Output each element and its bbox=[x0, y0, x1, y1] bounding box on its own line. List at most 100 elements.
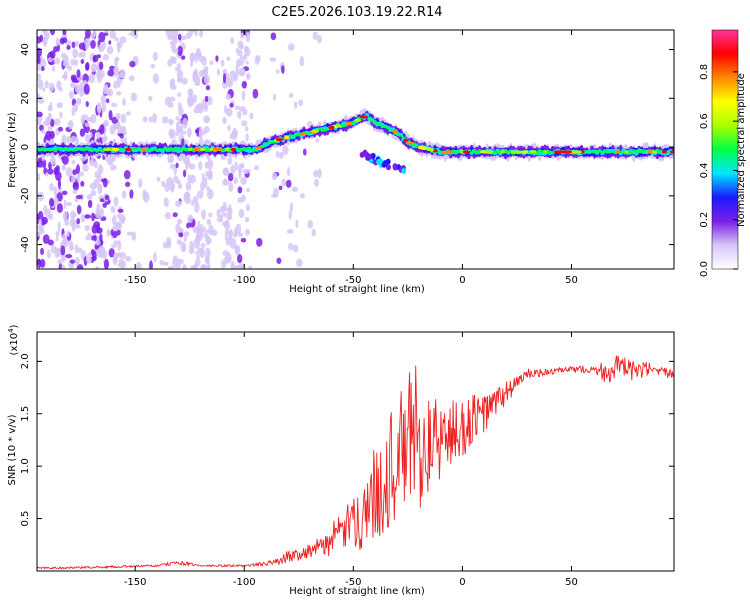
spectrogram-panel: -150 -100 -50 0 50 -40 -20 0 20 40 Height of str… bbox=[7, 29, 675, 295]
spectrogram-noise-blob bbox=[70, 82, 76, 88]
spectrogram-noise-blob bbox=[242, 108, 248, 116]
spectrogram-noise-blob bbox=[295, 219, 299, 228]
spectrogram-noise-blob bbox=[62, 210, 68, 222]
spectrogram-noise-blob bbox=[74, 197, 79, 203]
spectrogram-noise-blob bbox=[206, 218, 212, 226]
spectrogram-noise-blob bbox=[303, 148, 307, 156]
spectrogram-noise-blob bbox=[63, 237, 68, 248]
spectrogram-noise-blob bbox=[167, 101, 174, 108]
spectrogram-noise-blob bbox=[162, 241, 168, 249]
spectrogram-noise-blob bbox=[256, 237, 263, 247]
spectrogram-noise-blob bbox=[89, 131, 93, 139]
spectrogram-noise-blob bbox=[115, 221, 123, 231]
spectrogram-noise-blob bbox=[275, 150, 280, 158]
spectrogram-noise-blob bbox=[200, 243, 206, 248]
spectrogram-branch-cell bbox=[385, 164, 391, 171]
spectrogram-noise-blob bbox=[176, 218, 183, 225]
spectrogram-noise-blob bbox=[71, 107, 76, 116]
spectrogram-branch-cell bbox=[385, 158, 391, 165]
spectrogram-noise-blob bbox=[69, 259, 76, 264]
spectrogram-noise-blob bbox=[227, 209, 231, 220]
spectrogram-noise-blob bbox=[175, 162, 179, 169]
spectrogram-noise-blob bbox=[240, 237, 247, 243]
spectrogram-noise-blob bbox=[182, 117, 188, 129]
spectrogram-ridge-cell bbox=[385, 126, 390, 129]
spectrogram-noise-blob bbox=[37, 161, 40, 168]
spectrogram-ridge-cell bbox=[372, 120, 377, 123]
spectrogram-noise-blob bbox=[48, 197, 55, 207]
spectrogram-noise-blob bbox=[296, 258, 303, 268]
spectrogram-noise-blob bbox=[282, 145, 289, 156]
spectrogram-frame bbox=[36, 29, 675, 270]
spectrogram-ridge-cell bbox=[87, 147, 92, 149]
spectrogram-noise-blob bbox=[90, 63, 97, 73]
spectrogram-ridge-cell bbox=[597, 149, 603, 153]
spectrogram-noise-blob bbox=[245, 126, 249, 132]
spectrogram-noise-blob bbox=[37, 232, 41, 237]
spectrogram-noise-blob bbox=[76, 164, 81, 175]
spectrogram-noise-blob bbox=[190, 52, 195, 59]
spectrogram-noise-blob bbox=[126, 231, 134, 236]
spectrogram-noise-blob bbox=[182, 169, 187, 178]
spectrogram-peak bbox=[193, 147, 202, 152]
colorbar-label: Normalized spectral amplitude bbox=[736, 73, 747, 227]
spectrogram-peak bbox=[417, 146, 426, 150]
spectrogram-noise-blob bbox=[96, 103, 102, 114]
spectrogram-noise-blob bbox=[40, 247, 44, 256]
spectrogram-peak bbox=[553, 150, 563, 154]
spectrogram-noise-blob bbox=[64, 218, 69, 227]
spectrogram-noise-blob bbox=[57, 221, 61, 233]
spectrogram-noise-blob bbox=[76, 69, 81, 78]
spectrogram-noise-blob bbox=[79, 156, 87, 162]
spectrogram-noise-blob bbox=[161, 180, 166, 188]
spectrogram-peak bbox=[462, 150, 471, 154]
spectrogram-noise-blob bbox=[240, 177, 247, 185]
spectrogram-noise-blob bbox=[51, 65, 56, 72]
spectrogram-noise-blob bbox=[177, 101, 182, 111]
spectrogram-noise-blob bbox=[203, 102, 209, 112]
spectrogram-ridge-cell bbox=[639, 151, 644, 154]
spectrogram-noise-blob bbox=[180, 35, 187, 41]
spectrogram-noise-blob bbox=[77, 247, 83, 254]
spectrogram-noise-blob bbox=[164, 182, 171, 192]
spectrogram-noise-blob bbox=[170, 84, 177, 91]
spectrogram-noise-blob bbox=[108, 248, 115, 258]
spectrogram-noise-blob bbox=[299, 193, 305, 199]
spectrogram-noise-blob bbox=[197, 220, 201, 232]
spectrogram-noise-blob bbox=[175, 131, 180, 137]
spectrogram-noise-blob bbox=[70, 58, 76, 66]
spectrogram-noise-blob bbox=[99, 233, 103, 243]
spectrogram-noise-blob bbox=[45, 130, 52, 141]
spectrogram-noise-blob bbox=[117, 240, 122, 251]
spectrogram-noise-blob bbox=[42, 234, 50, 245]
spectrogram-noise-blob bbox=[102, 134, 108, 142]
spectrogram-peak bbox=[542, 150, 548, 154]
spectrogram-noise-blob bbox=[165, 30, 172, 37]
spectrogram-noise-blob bbox=[102, 177, 108, 188]
spectrogram-noise-blob bbox=[177, 45, 183, 57]
spectrogram-noise-blob bbox=[204, 176, 208, 188]
spectrogram-noise-blob bbox=[80, 58, 85, 65]
spectrogram-noise-blob bbox=[85, 252, 93, 264]
spectrogram-ridge-cell bbox=[131, 147, 137, 150]
spectrogram-ridge-cell bbox=[657, 149, 663, 152]
spectrogram-noise-blob bbox=[60, 52, 67, 59]
spectrogram-noise-blob bbox=[84, 122, 90, 128]
spectrogram-noise-blob bbox=[221, 212, 228, 218]
spectrogram-noise-blob bbox=[110, 243, 117, 249]
snr-panel: -150 -100 -50 0 50 0.5 1.0 1.5 2.0 Height of st… bbox=[7, 324, 675, 597]
spectrogram-noise-blob bbox=[173, 175, 179, 184]
spectrogram-noise-blob bbox=[117, 208, 124, 213]
spectrogram-noise-blob bbox=[231, 129, 238, 137]
spectrogram-noise-blob bbox=[112, 231, 118, 239]
spectrogram-ridge-cell bbox=[134, 148, 139, 151]
spectrogram-noise-blob bbox=[288, 210, 292, 220]
spectrogram-noise-blob bbox=[245, 72, 251, 80]
spectrogram-noise-blob bbox=[252, 88, 259, 99]
spectrogram-noise-blob bbox=[96, 73, 103, 83]
spectrogram-noise-blob bbox=[74, 244, 79, 254]
spectrogram-noise-blob bbox=[121, 190, 127, 199]
spectrogram-noise-blob bbox=[184, 191, 191, 199]
spectrogram-noise-blob bbox=[195, 258, 201, 267]
spectrogram-peak bbox=[359, 115, 368, 119]
